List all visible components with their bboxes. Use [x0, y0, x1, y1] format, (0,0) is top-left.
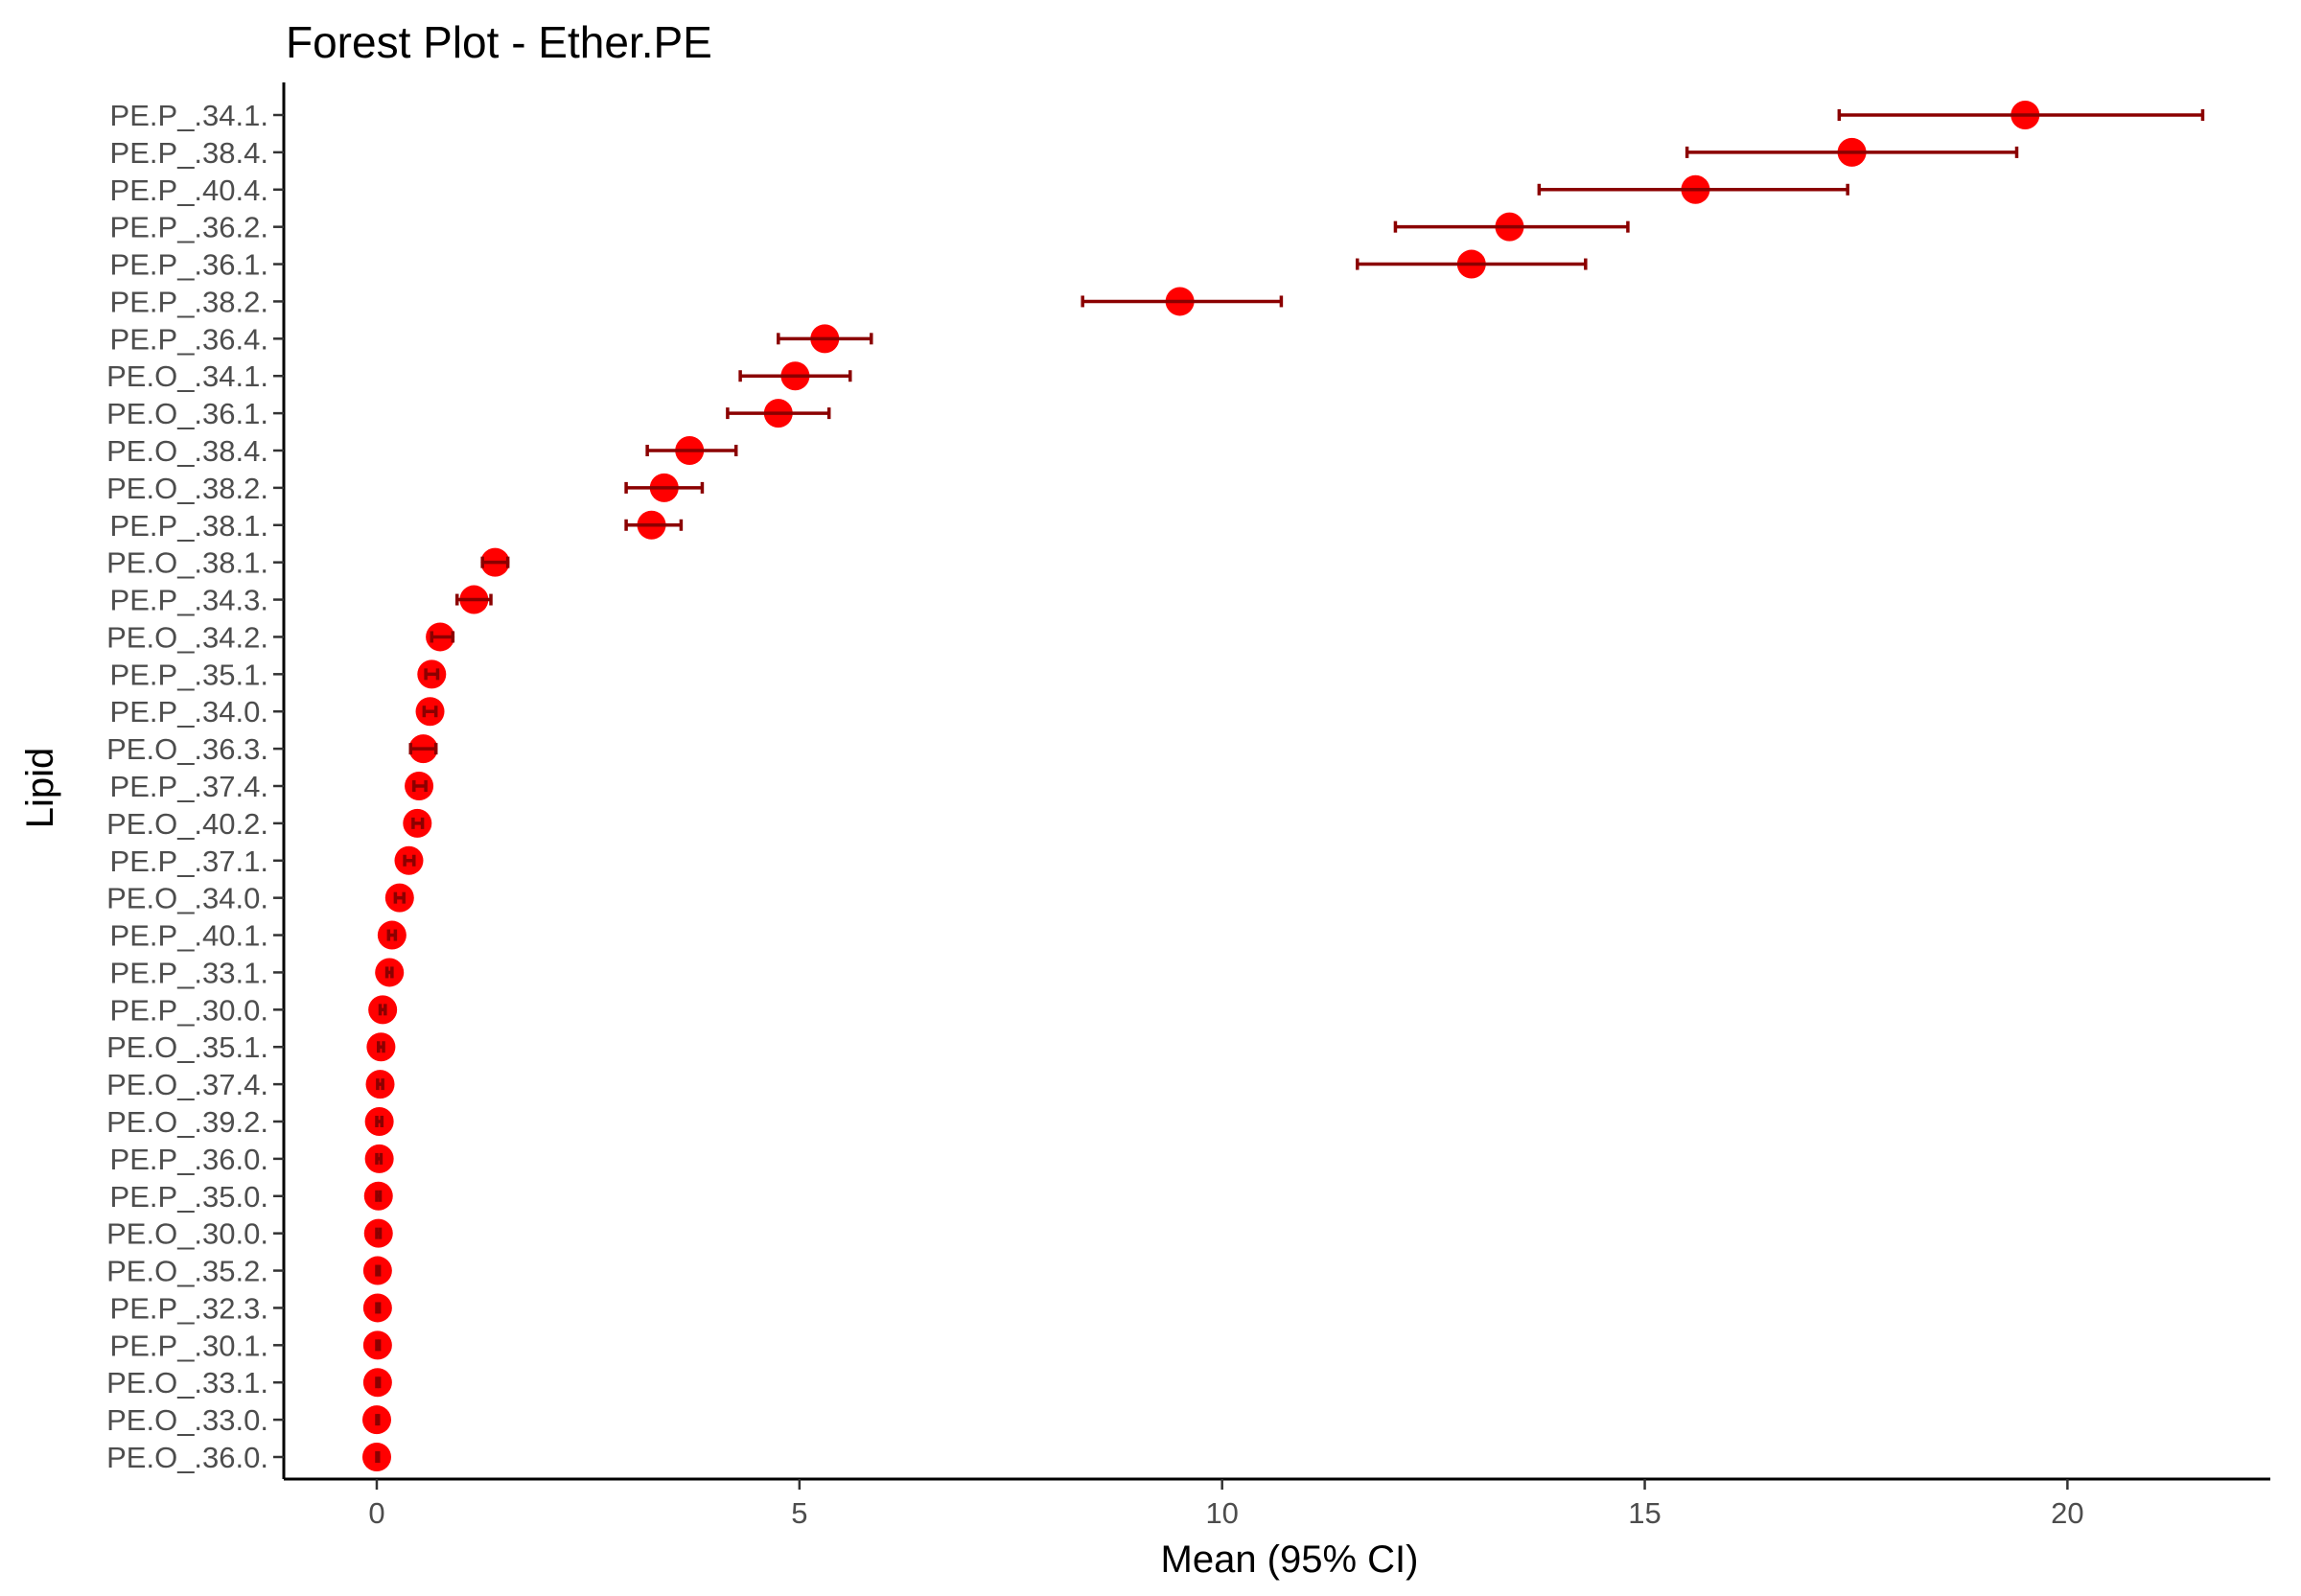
- forest-row: [1537, 174, 1849, 204]
- forest-row: [361, 1405, 391, 1435]
- y-tick-label: PE.P_.36.2.: [110, 211, 268, 244]
- x-tick-label: 15: [1628, 1496, 1661, 1530]
- forest-row: [480, 547, 510, 577]
- forest-row: [726, 399, 831, 428]
- forest-row: [384, 883, 414, 913]
- x-axis-title: Mean (95% CI): [1161, 1538, 1419, 1581]
- y-tick-label: PE.O_.35.1.: [106, 1030, 268, 1064]
- y-tick-label: PE.P_.32.3.: [110, 1291, 268, 1325]
- y-tick-label: PE.O_.37.4.: [106, 1068, 268, 1101]
- y-tick-label: PE.P_.30.1.: [110, 1329, 268, 1362]
- forest-row: [363, 1181, 393, 1211]
- forest-row: [738, 361, 852, 391]
- forest-row: [368, 995, 398, 1025]
- forest-row: [417, 659, 447, 689]
- forest-row: [1081, 287, 1284, 316]
- y-tick-label: PE.P_.38.1.: [110, 509, 268, 543]
- forest-row: [1685, 137, 2019, 167]
- y-tick-label: PE.P_.36.4.: [110, 322, 268, 356]
- forest-row: [415, 697, 445, 727]
- y-tick-label: PE.O_.36.3.: [106, 732, 268, 766]
- y-tick-label: PE.P_.36.0.: [110, 1143, 268, 1176]
- x-tick-label: 5: [791, 1496, 807, 1530]
- y-tick-label: PE.P_.37.1.: [110, 844, 268, 878]
- y-tick-label: PE.P_.30.0.: [110, 993, 268, 1027]
- forest-row: [362, 1330, 392, 1360]
- x-tick-label: 20: [2051, 1496, 2083, 1530]
- y-tick-label: PE.P_.37.4.: [110, 770, 268, 803]
- forest-row: [403, 808, 432, 838]
- y-tick-label: PE.O_.36.1.: [106, 397, 268, 430]
- y-tick-label: PE.P_.34.3.: [110, 584, 268, 617]
- y-tick-label: PE.P_.38.2.: [110, 285, 268, 318]
- y-tick-label: PE.P_.40.1.: [110, 919, 268, 953]
- plot-area: 0 5 10 15 20 PE.P_.34.1. PE.P_.38.4.PE.P_.40.4…: [106, 82, 2270, 1530]
- y-tick-label: PE.O_.39.2.: [106, 1105, 268, 1139]
- forest-row: [375, 958, 405, 987]
- y-tick-label: PE.P_.36.1.: [110, 248, 268, 282]
- forest-row: [377, 920, 407, 950]
- y-tick-label: PE.O_.36.0.: [106, 1441, 268, 1474]
- y-tick-label: PE.O_.33.0.: [106, 1403, 268, 1437]
- forest-row: [1356, 249, 1588, 279]
- x-tick-label: 0: [368, 1496, 384, 1530]
- forest-row: [364, 1144, 394, 1173]
- y-tick-label: PE.P_.38.4.: [110, 136, 268, 170]
- y-tick-label: PE.O_.38.4.: [106, 434, 268, 468]
- forest-row: [361, 1443, 391, 1471]
- forest-row: [366, 1032, 396, 1062]
- y-tick-label: PE.O_.34.1.: [106, 359, 268, 393]
- y-tick-label: PE.O_.33.1.: [106, 1366, 268, 1399]
- y-tick-label: PE.O_.35.2.: [106, 1255, 268, 1288]
- x-tick-label: 10: [1205, 1496, 1238, 1530]
- y-tick-label: PE.P_.33.1.: [110, 956, 268, 989]
- y-tick-label: PE.P_.34.0.: [110, 695, 268, 729]
- y-tick-label: PE.O_.38.2.: [106, 472, 268, 505]
- forest-row: [1393, 212, 1630, 242]
- forest-row: [454, 585, 493, 614]
- y-tick-label: PE.P_.35.1.: [110, 658, 268, 691]
- y-tick-label: PE.O_.34.2.: [106, 620, 268, 654]
- forest-row: [362, 1293, 392, 1323]
- forest-row: [362, 1368, 392, 1398]
- forest-row: [362, 1256, 392, 1285]
- forest-row: [405, 772, 434, 800]
- forest-row: [394, 845, 424, 875]
- y-tick-label: PE.O_.34.0.: [106, 882, 268, 915]
- forest-row: [645, 436, 738, 465]
- chart-title: Forest Plot - Ether.PE: [286, 17, 712, 67]
- forest-row: [624, 510, 684, 540]
- y-tick-label: PE.P_.34.1.: [110, 99, 268, 132]
- forest-row: [777, 324, 873, 354]
- y-tick-label: PE.O_.30.0.: [106, 1217, 268, 1251]
- forest-row: [1837, 101, 2205, 129]
- forest-row: [364, 1107, 394, 1136]
- y-tick-label: PE.O_.38.1.: [106, 546, 268, 580]
- y-tick-label: PE.P_.35.0.: [110, 1180, 268, 1214]
- forest-row: [426, 622, 455, 652]
- y-axis-title: Lipid: [19, 748, 61, 829]
- y-tick-label: PE.P_.40.4.: [110, 173, 268, 207]
- forest-row: [363, 1218, 393, 1248]
- y-tick-label: PE.O_.40.2.: [106, 807, 268, 841]
- forest-row: [365, 1070, 395, 1099]
- forest-row: [408, 734, 438, 764]
- forest-row: [624, 473, 705, 502]
